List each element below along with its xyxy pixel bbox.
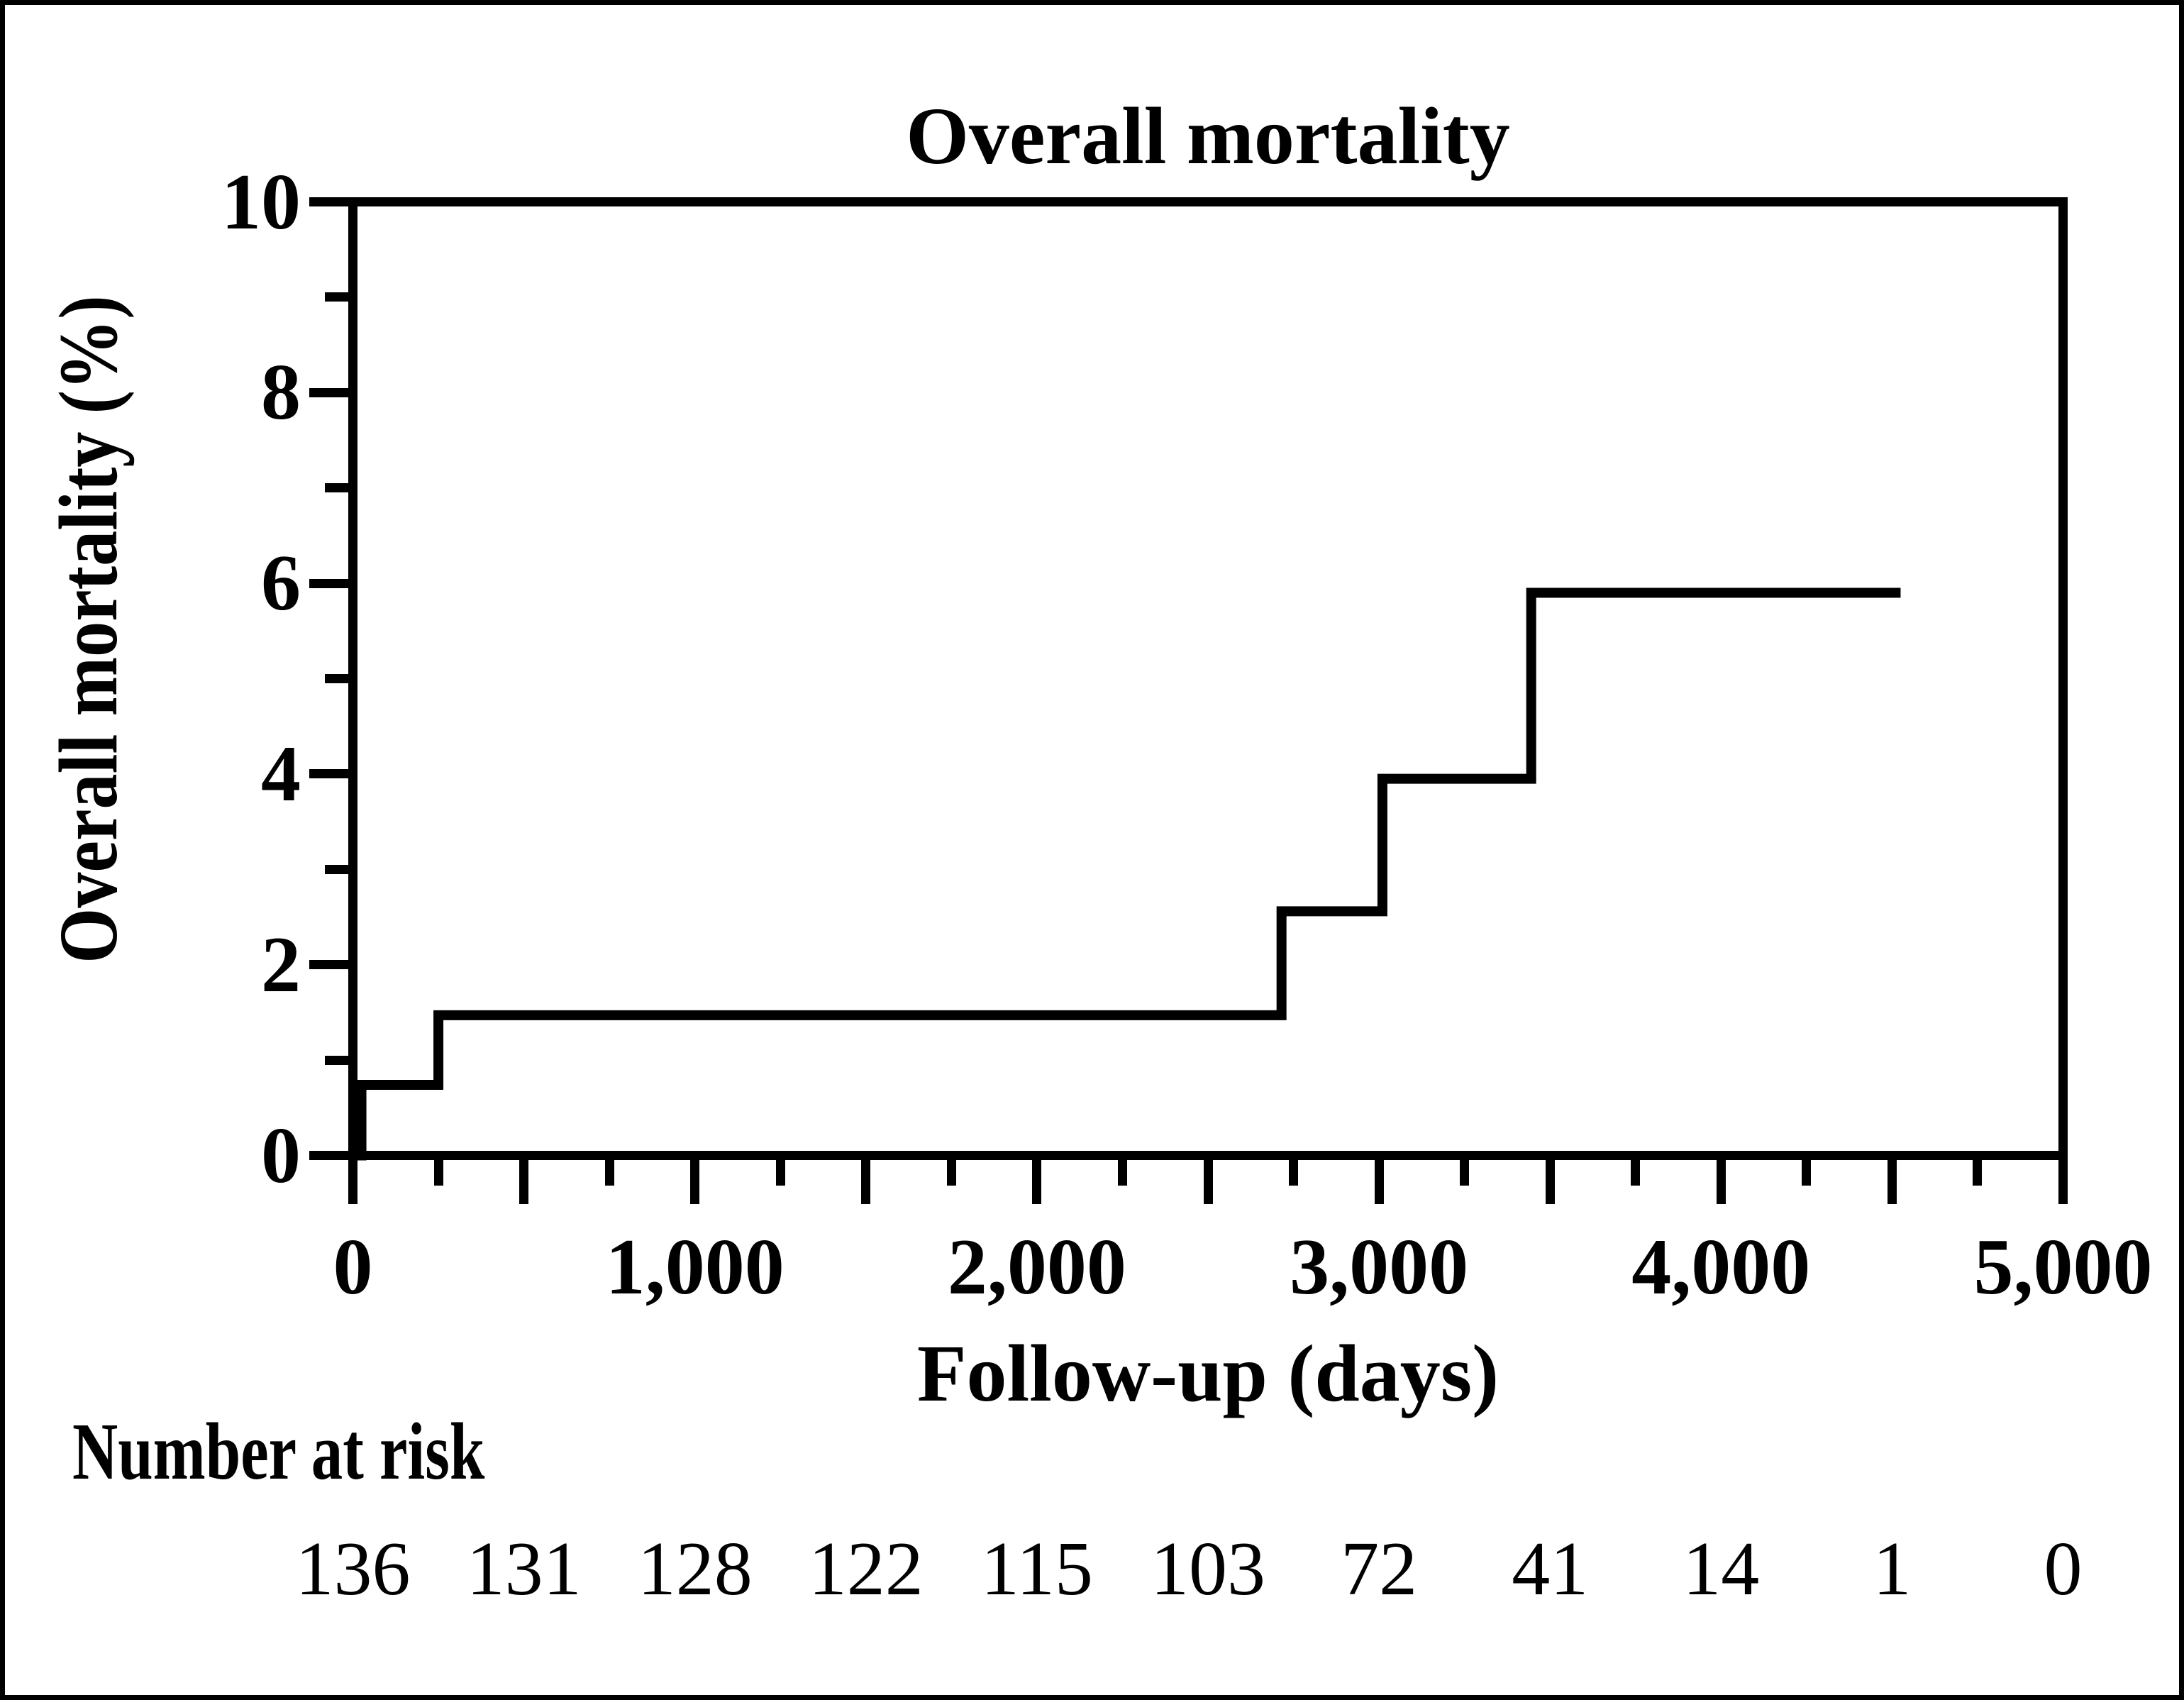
y-minor-tick [325, 1055, 348, 1065]
x-long-tick [1887, 1160, 1897, 1204]
risk-count: 0 [2044, 1527, 2083, 1611]
risk-count: 136 [295, 1527, 411, 1611]
y-major-tick [309, 1151, 348, 1160]
x-short-tick [946, 1160, 956, 1186]
y-tick-label: 6 [261, 539, 301, 628]
risk-count: 122 [808, 1527, 924, 1611]
risk-count: 41 [1512, 1527, 1589, 1611]
x-short-tick [1117, 1160, 1127, 1186]
risk-count: 1 [1873, 1527, 1912, 1611]
km-curve-path [353, 587, 1901, 1161]
risk-count: 103 [1151, 1527, 1265, 1611]
y-tick-label: 10 [221, 158, 301, 246]
risk-table-heading: Number at risk [72, 1406, 485, 1496]
risk-count: 128 [637, 1527, 753, 1611]
x-long-tick [519, 1160, 529, 1204]
x-long-tick [348, 1160, 357, 1204]
x-tick-label: 2,000 [947, 1223, 1126, 1311]
risk-count: 14 [1683, 1527, 1760, 1611]
x-tick-label: 0 [333, 1223, 373, 1311]
x-short-tick [1973, 1160, 1983, 1186]
y-major-tick [309, 769, 348, 779]
x-tick-label: 3,000 [1290, 1223, 1469, 1311]
y-major-tick [309, 387, 348, 397]
y-tick-label: 4 [261, 729, 301, 818]
risk-count: 72 [1341, 1527, 1418, 1611]
x-long-tick [1374, 1160, 1384, 1204]
y-minor-tick [325, 483, 348, 493]
chart-title: Overall mortality [906, 91, 1510, 181]
y-major-tick [309, 197, 348, 206]
x-short-tick [433, 1160, 443, 1186]
x-long-tick [690, 1160, 700, 1204]
km-curve [353, 587, 1901, 1161]
x-long-tick [861, 1160, 871, 1204]
x-tick-label: 4,000 [1631, 1223, 1811, 1311]
x-long-tick [1203, 1160, 1213, 1204]
x-long-tick [2058, 1160, 2068, 1204]
risk-count: 115 [980, 1527, 1093, 1611]
y-tick-label: 0 [261, 1111, 301, 1200]
x-short-tick [1289, 1160, 1299, 1186]
y-minor-tick [325, 864, 348, 874]
x-tick-label: 1,000 [605, 1223, 785, 1311]
x-long-tick [1716, 1160, 1726, 1204]
y-tick-label: 2 [261, 920, 301, 1009]
x-short-tick [1802, 1160, 1812, 1186]
x-axis-title: Follow-up (days) [916, 1328, 1500, 1418]
plot-area [348, 197, 2068, 1160]
risk-count: 131 [466, 1527, 582, 1611]
x-long-tick [1545, 1160, 1555, 1204]
y-minor-tick [325, 292, 348, 302]
x-long-tick [1032, 1160, 1042, 1204]
y-minor-tick [325, 674, 348, 683]
y-major-tick [309, 578, 348, 588]
x-short-tick [775, 1160, 785, 1186]
x-short-tick [1631, 1160, 1641, 1186]
x-short-tick [604, 1160, 614, 1186]
x-short-tick [1460, 1160, 1470, 1186]
y-tick-label: 8 [261, 348, 301, 437]
y-major-tick [309, 960, 348, 970]
x-tick-label: 5,000 [1973, 1223, 2153, 1311]
